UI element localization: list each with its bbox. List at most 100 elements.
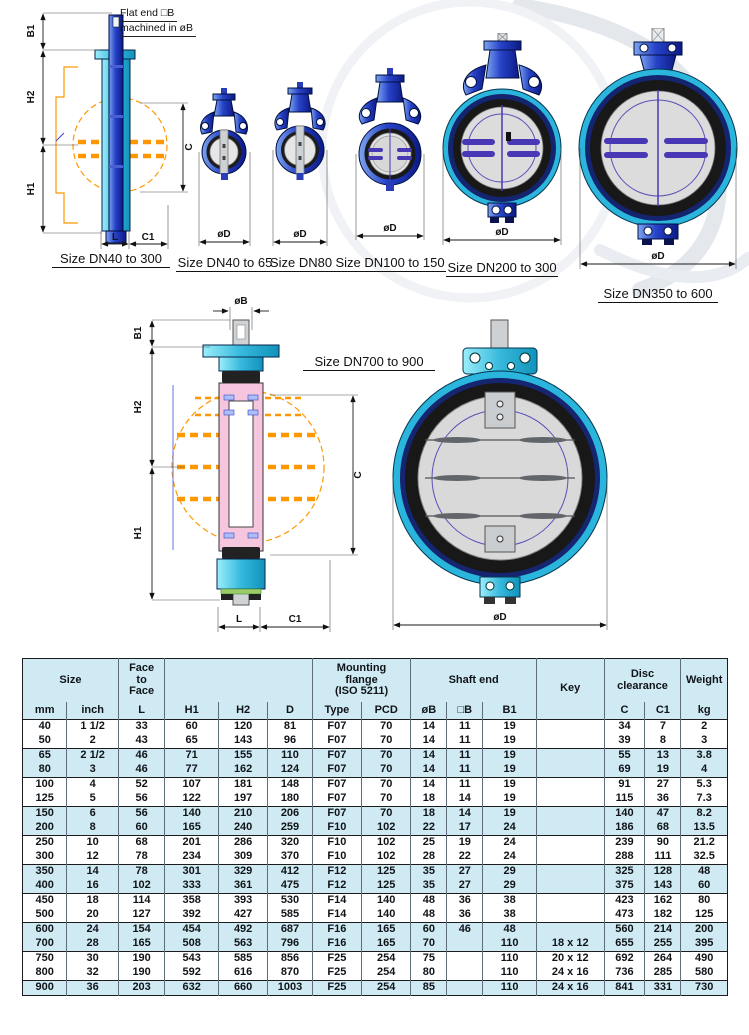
table-cell: 60 [410,922,447,937]
table-cell: 288 [603,850,645,865]
table-cell: 28 [66,937,119,952]
table-cell: 29 [482,864,537,879]
rib [519,513,567,519]
table-row: 250 10 68 201 286 320 F10 102 25 19 24 239 90 21.2 [22,835,728,850]
table-cell: 46 [117,763,165,778]
table-cell: 36 [66,980,119,996]
lug-hole [239,122,247,130]
shaft-slot [295,125,305,175]
shaft-bar [664,152,708,158]
table-cell: 14 [410,748,447,763]
table-cell: 85 [410,980,447,996]
bottom-tab [386,183,394,191]
table-group-header-row: Size Face to Face Mounting flange (ISO 5… [22,658,728,720]
table-cell: 68 [644,821,681,836]
table-cell: 286 [217,835,268,850]
table-cell: 71 [164,748,219,763]
table-cell: 632 [164,980,219,996]
table-cell: 14 [446,806,483,821]
table-cell: 700 [22,937,67,952]
caption-dn100-150: Size DN100 to 150 [334,255,446,272]
table-cell: 182 [644,908,681,923]
bracket-hole [507,362,515,370]
col-group-size: Size [22,658,119,702]
disc-key [506,132,511,141]
table-cell: F07 [311,792,362,807]
lug-hole [409,108,419,118]
dim-label-h2: H2 [133,400,144,413]
table-cell: 11 [446,748,483,763]
stem-hatch [497,33,508,42]
table-row: 750 30 190 543 585 856 F25 254 75 110 20 x 12 692 26… [22,951,728,966]
col-group-dimensions [164,658,313,702]
dim-label-od: øD [651,251,664,262]
table-cell: 65 [22,748,67,763]
table-cell [535,792,605,807]
gland-seal [222,547,260,559]
table-cell: 214 [644,922,681,937]
table-cell [535,777,605,792]
table-cell: 240 [217,821,268,836]
table-cell: 190 [117,951,165,966]
bracket-hole [469,352,481,364]
table-cell: F25 [311,951,362,966]
col-header-h2: H2 [217,702,268,720]
table-cell: 56 [117,792,165,807]
table-cell: F12 [311,879,362,894]
table-row: 400 16 102 333 361 475 F12 125 35 27 29 375 143 60 [22,879,728,894]
table-cell [535,748,605,763]
table-cell: 530 [267,893,313,908]
stem [490,319,509,349]
table-cell: 143 [217,734,268,749]
table-cell: 11 [446,734,483,749]
table-cell: 38 [482,908,537,923]
rib [433,437,481,443]
table-row: 125 5 56 122 197 180 F07 70 18 14 19 115 36 7.3 [22,792,728,807]
table-cell: 125 [22,792,67,807]
table-cell [535,908,605,923]
dim-label-b1: B1 [26,24,37,37]
col-header-square-b: □B [446,702,483,720]
table-cell: 127 [117,908,165,923]
table-row: 350 14 78 301 329 412 F12 125 35 27 29 325 128 48 [22,864,728,879]
col-header-b1: B1 [482,702,537,720]
table-cell: 115 [603,792,645,807]
annotation-line1: Flat end □B [120,7,178,23]
table-cell: 370 [267,850,313,865]
table-cell: 24 [66,922,119,937]
table-cell: 96 [267,734,313,749]
table-cell: 473 [603,908,645,923]
tab-hole [485,581,495,591]
table-cell: 841 [603,980,645,996]
table-cell: 18 x 12 [535,937,605,952]
table-cell: 7.3 [680,792,728,807]
table-cell: 210 [217,806,268,821]
table-cell [535,734,605,749]
table-cell: 255 [644,937,681,952]
table-cell: 585 [217,951,268,966]
foot [664,239,674,245]
table-cell: 264 [644,951,681,966]
table-cell: 39 [603,734,645,749]
table-cell: 48 [680,864,728,879]
neck [288,93,312,113]
table-cell: 736 [603,966,645,981]
table-cell: 3 [680,734,728,749]
table-cell: 14 [410,734,447,749]
table-cell: 148 [267,777,313,792]
table-cell: 19 [482,777,537,792]
foot [490,217,499,223]
col-header-c: C [603,702,645,720]
table-cell: 19 [644,763,681,778]
table-cell [446,951,483,966]
dim-label-c: C [353,471,363,478]
table-cell: 427 [217,908,268,923]
table-cell: 125 [361,879,411,894]
table-cell: 180 [267,792,313,807]
hinge-plate-bottom [484,525,516,553]
col-group-disc-clearance: Disc clearance [603,658,681,702]
col-header-mm: mm [22,702,67,720]
cross-section-dn40-300-drawing: B1 H2 H1 C L C1 [26,12,195,249]
bracket-hole [485,362,493,370]
